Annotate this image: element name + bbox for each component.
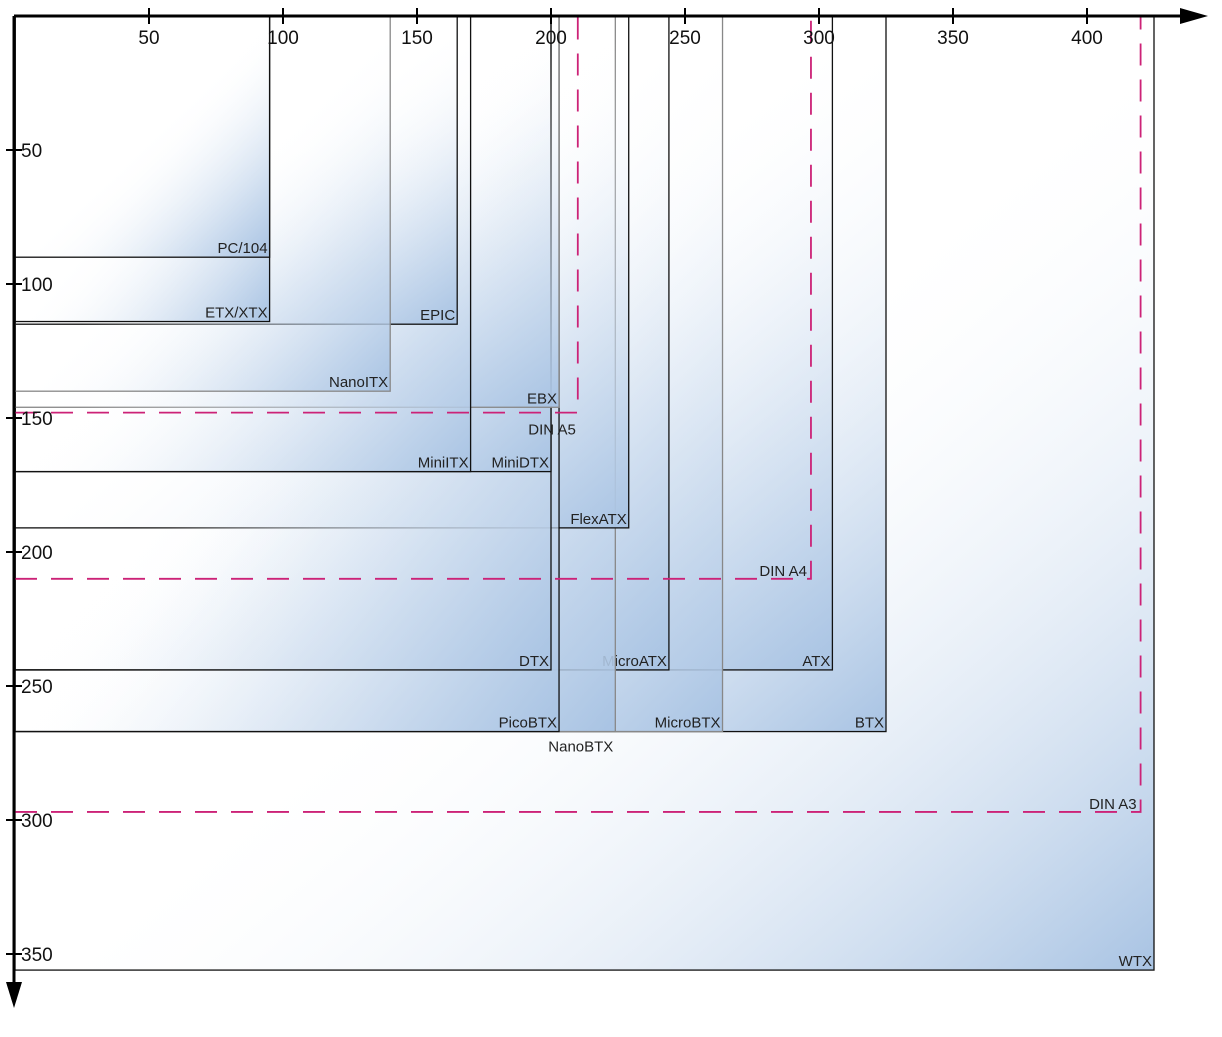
x-tick-label: 250 <box>669 28 701 49</box>
din-outline <box>15 16 579 414</box>
x-tick-label: 400 <box>1071 28 1103 49</box>
din-din-a4: DIN A4 <box>15 16 812 580</box>
din-label: DIN A4 <box>759 563 807 580</box>
board-label: MiniITX <box>418 455 469 472</box>
board-label: ETX/XTX <box>205 305 268 322</box>
y-tick-label: 250 <box>21 677 53 698</box>
x-axis-ticks: 50 100 150 200 250 300 350 400 <box>138 8 1103 49</box>
din-din-a5: DIN A5 <box>15 16 579 439</box>
board-label: ATX <box>802 653 830 670</box>
din-paper-layer: DIN A3 DIN A4 DIN A5 <box>15 16 1142 813</box>
y-axis-arrow-icon <box>6 982 22 1008</box>
board-label: NanoITX <box>329 374 388 391</box>
y-tick-label: 200 <box>21 543 53 564</box>
din-label: DIN A3 <box>1089 796 1137 813</box>
y-tick-label: 100 <box>21 275 53 296</box>
x-tick-label: 300 <box>803 28 835 49</box>
x-tick-label: 200 <box>535 28 567 49</box>
x-tick-label: 50 <box>138 28 159 49</box>
x-tick-label: 350 <box>937 28 969 49</box>
x-tick-label: 150 <box>401 28 433 49</box>
board-label: DTX <box>519 653 549 670</box>
board-label: PC/104 <box>218 240 268 257</box>
boards-layer: WTX BTX ATX MicroBTX MicroATX NanoBTX FlexATX P… <box>14 15 1155 971</box>
board-rect <box>14 15 271 258</box>
y-tick-label: 300 <box>21 811 53 832</box>
x-tick-label: 100 <box>267 28 299 49</box>
y-axis-ticks: 50 100 150 200 250 300 350 <box>6 141 53 966</box>
board-label: MiniDTX <box>491 455 549 472</box>
y-tick-label: 150 <box>21 409 53 430</box>
board-label: PicoBTX <box>499 715 557 732</box>
board-label: MicroBTX <box>655 715 721 732</box>
board-label: BTX <box>855 715 884 732</box>
board-label: EBX <box>527 390 557 407</box>
axes-layer: 50 100 150 200 250 300 350 400 50 100 150 200 250 30… <box>6 8 1208 1008</box>
board-label: FlexATX <box>570 511 626 528</box>
din-outline <box>15 16 1142 813</box>
board-label: WTX <box>1119 953 1152 970</box>
din-label: DIN A5 <box>528 422 576 439</box>
din-din-a3: DIN A3 <box>15 16 1142 813</box>
y-tick-label: 50 <box>21 141 42 162</box>
y-tick-label: 350 <box>21 945 53 966</box>
board-label: NanoBTX <box>548 739 613 756</box>
board-pc-104: PC/104 <box>14 15 271 258</box>
x-axis-arrow-icon <box>1180 8 1208 24</box>
din-outline <box>15 16 812 580</box>
board-label: MicroATX <box>602 653 667 670</box>
board-label: EPIC <box>420 307 455 324</box>
